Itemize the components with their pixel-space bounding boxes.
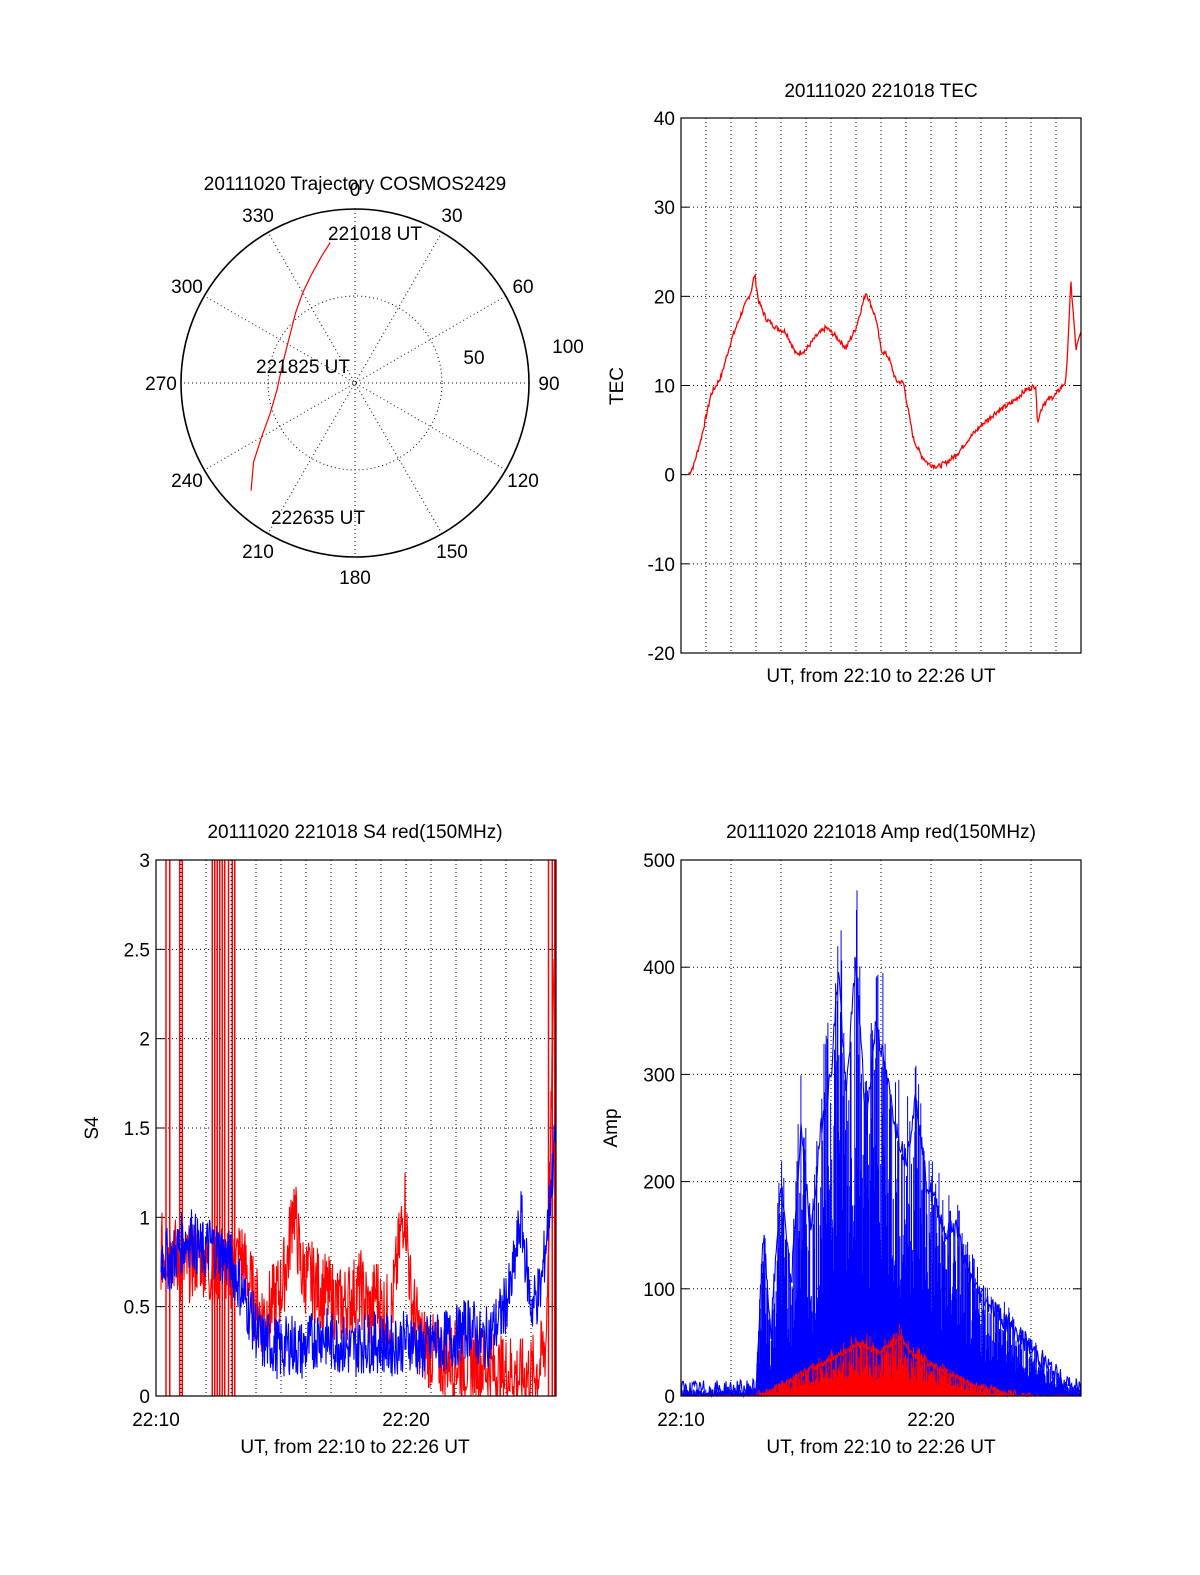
amp-blue-series-fill — [680, 890, 1082, 1396]
amp-ylabel: Amp — [601, 1108, 622, 1147]
x-tick-label: 22:20 — [907, 1410, 955, 1431]
amp-title: 20111020 221018 Amp red(150MHz) — [726, 822, 1036, 843]
polar-inner-circle — [267, 295, 443, 471]
polar-spokes — [181, 209, 529, 557]
polar-angle-label-240: 240 — [171, 471, 203, 492]
trajectory-start-label: 221018 UT — [328, 224, 422, 245]
y-tick-label: 0 — [139, 1387, 150, 1408]
tec-xlabel: UT, from 22:10 to 22:26 UT — [766, 666, 996, 687]
y-tick-label: 30 — [654, 198, 675, 219]
y-tick-label: -10 — [648, 555, 675, 576]
y-tick-label: 40 — [654, 109, 675, 130]
y-tick-label: 10 — [654, 377, 675, 398]
polar-angle-label-60: 60 — [512, 277, 533, 298]
y-tick-label: 0.5 — [124, 1298, 150, 1319]
tec-y-ticks: -20 -10 0 10 20 30 40 — [648, 109, 1081, 665]
y-tick-label: 3 — [139, 851, 150, 872]
amp-x-ticks: 22:10 22:20 — [657, 1410, 955, 1431]
x-tick-label: 22:10 — [132, 1410, 180, 1431]
s4-red-spikes — [165, 860, 556, 1396]
polar-title: 20111020 Trajectory COSMOS2429 — [204, 174, 506, 195]
y-tick-label: -20 — [648, 644, 675, 665]
y-tick-label: 20 — [654, 287, 675, 308]
polar-angle-label-150: 150 — [436, 542, 468, 563]
tec-series-line — [687, 272, 1082, 476]
s4-xlabel: UT, from 22:10 to 22:26 UT — [240, 1437, 470, 1458]
y-tick-label: 1.5 — [124, 1119, 150, 1140]
polar-radius-label-100: 100 — [552, 337, 584, 358]
polar-angle-label-300: 300 — [171, 277, 203, 298]
s4-y-ticks: 0 0.5 1 1.5 2 2.5 3 — [124, 851, 556, 1408]
y-tick-label: 0 — [664, 1387, 675, 1408]
tec-frame — [680, 117, 1082, 654]
trajectory-mid-label: 221825 UT — [256, 357, 350, 378]
tec-title: 20111020 221018 TEC — [784, 81, 977, 102]
y-tick-label: 400 — [643, 958, 675, 979]
amp-panel: 20111020 221018 Amp red(150MHz) 0 100 200 3… — [601, 822, 1082, 1458]
s4-title: 20111020 221018 S4 red(150MHz) — [207, 822, 502, 843]
polar-angle-label-270: 270 — [145, 374, 177, 395]
y-tick-label: 2.5 — [124, 940, 150, 961]
polar-angle-label-90: 90 — [538, 374, 559, 395]
y-tick-label: 100 — [643, 1280, 675, 1301]
trajectory-end-label: 222635 UT — [271, 508, 365, 529]
s4-frame — [155, 859, 557, 1397]
amp-y-ticks: 0 100 200 300 400 500 — [643, 851, 1081, 1408]
y-tick-label: 200 — [643, 1173, 675, 1194]
trajectory-line — [250, 242, 331, 491]
s4-ylabel: S4 — [82, 1116, 103, 1140]
s4-x-ticks: 22:10 22:20 — [132, 1410, 430, 1431]
y-tick-label: 300 — [643, 1065, 675, 1086]
x-tick-label: 22:20 — [382, 1410, 430, 1431]
polar-angle-label-210: 210 — [242, 542, 274, 563]
x-tick-label: 22:10 — [657, 1410, 705, 1431]
amp-frame — [680, 859, 1082, 1397]
polar-angle-label-120: 120 — [507, 471, 539, 492]
polar-angle-label-0: 0 — [350, 180, 361, 201]
tec-ylabel: TEC — [607, 367, 628, 405]
y-tick-label: 500 — [643, 851, 675, 872]
y-tick-label: 1 — [139, 1208, 150, 1229]
amp-xlabel: UT, from 22:10 to 22:26 UT — [766, 1437, 996, 1458]
y-tick-label: 2 — [139, 1030, 150, 1051]
y-tick-label: 0 — [664, 466, 675, 487]
polar-angle-label-30: 30 — [441, 206, 462, 227]
s4-panel: 20111020 221018 S4 red(150MHz) 0 0.5 1 1.5 2… — [82, 822, 557, 1458]
polar-radius-label-50: 50 — [463, 348, 484, 369]
polar-angle-label-330: 330 — [242, 206, 274, 227]
tec-grid — [681, 118, 1081, 653]
polar-angle-labels: 0 30 60 90 120 150 180 210 240 270 300 330 — [145, 180, 559, 589]
s4-blue-series-line — [160, 1097, 557, 1380]
polar-angle-label-180: 180 — [339, 568, 371, 589]
polar-panel: 20111020 Trajectory COSMOS2429 0 30 60 90 12… — [145, 174, 584, 589]
amp-blue-series-line — [680, 955, 1082, 1399]
